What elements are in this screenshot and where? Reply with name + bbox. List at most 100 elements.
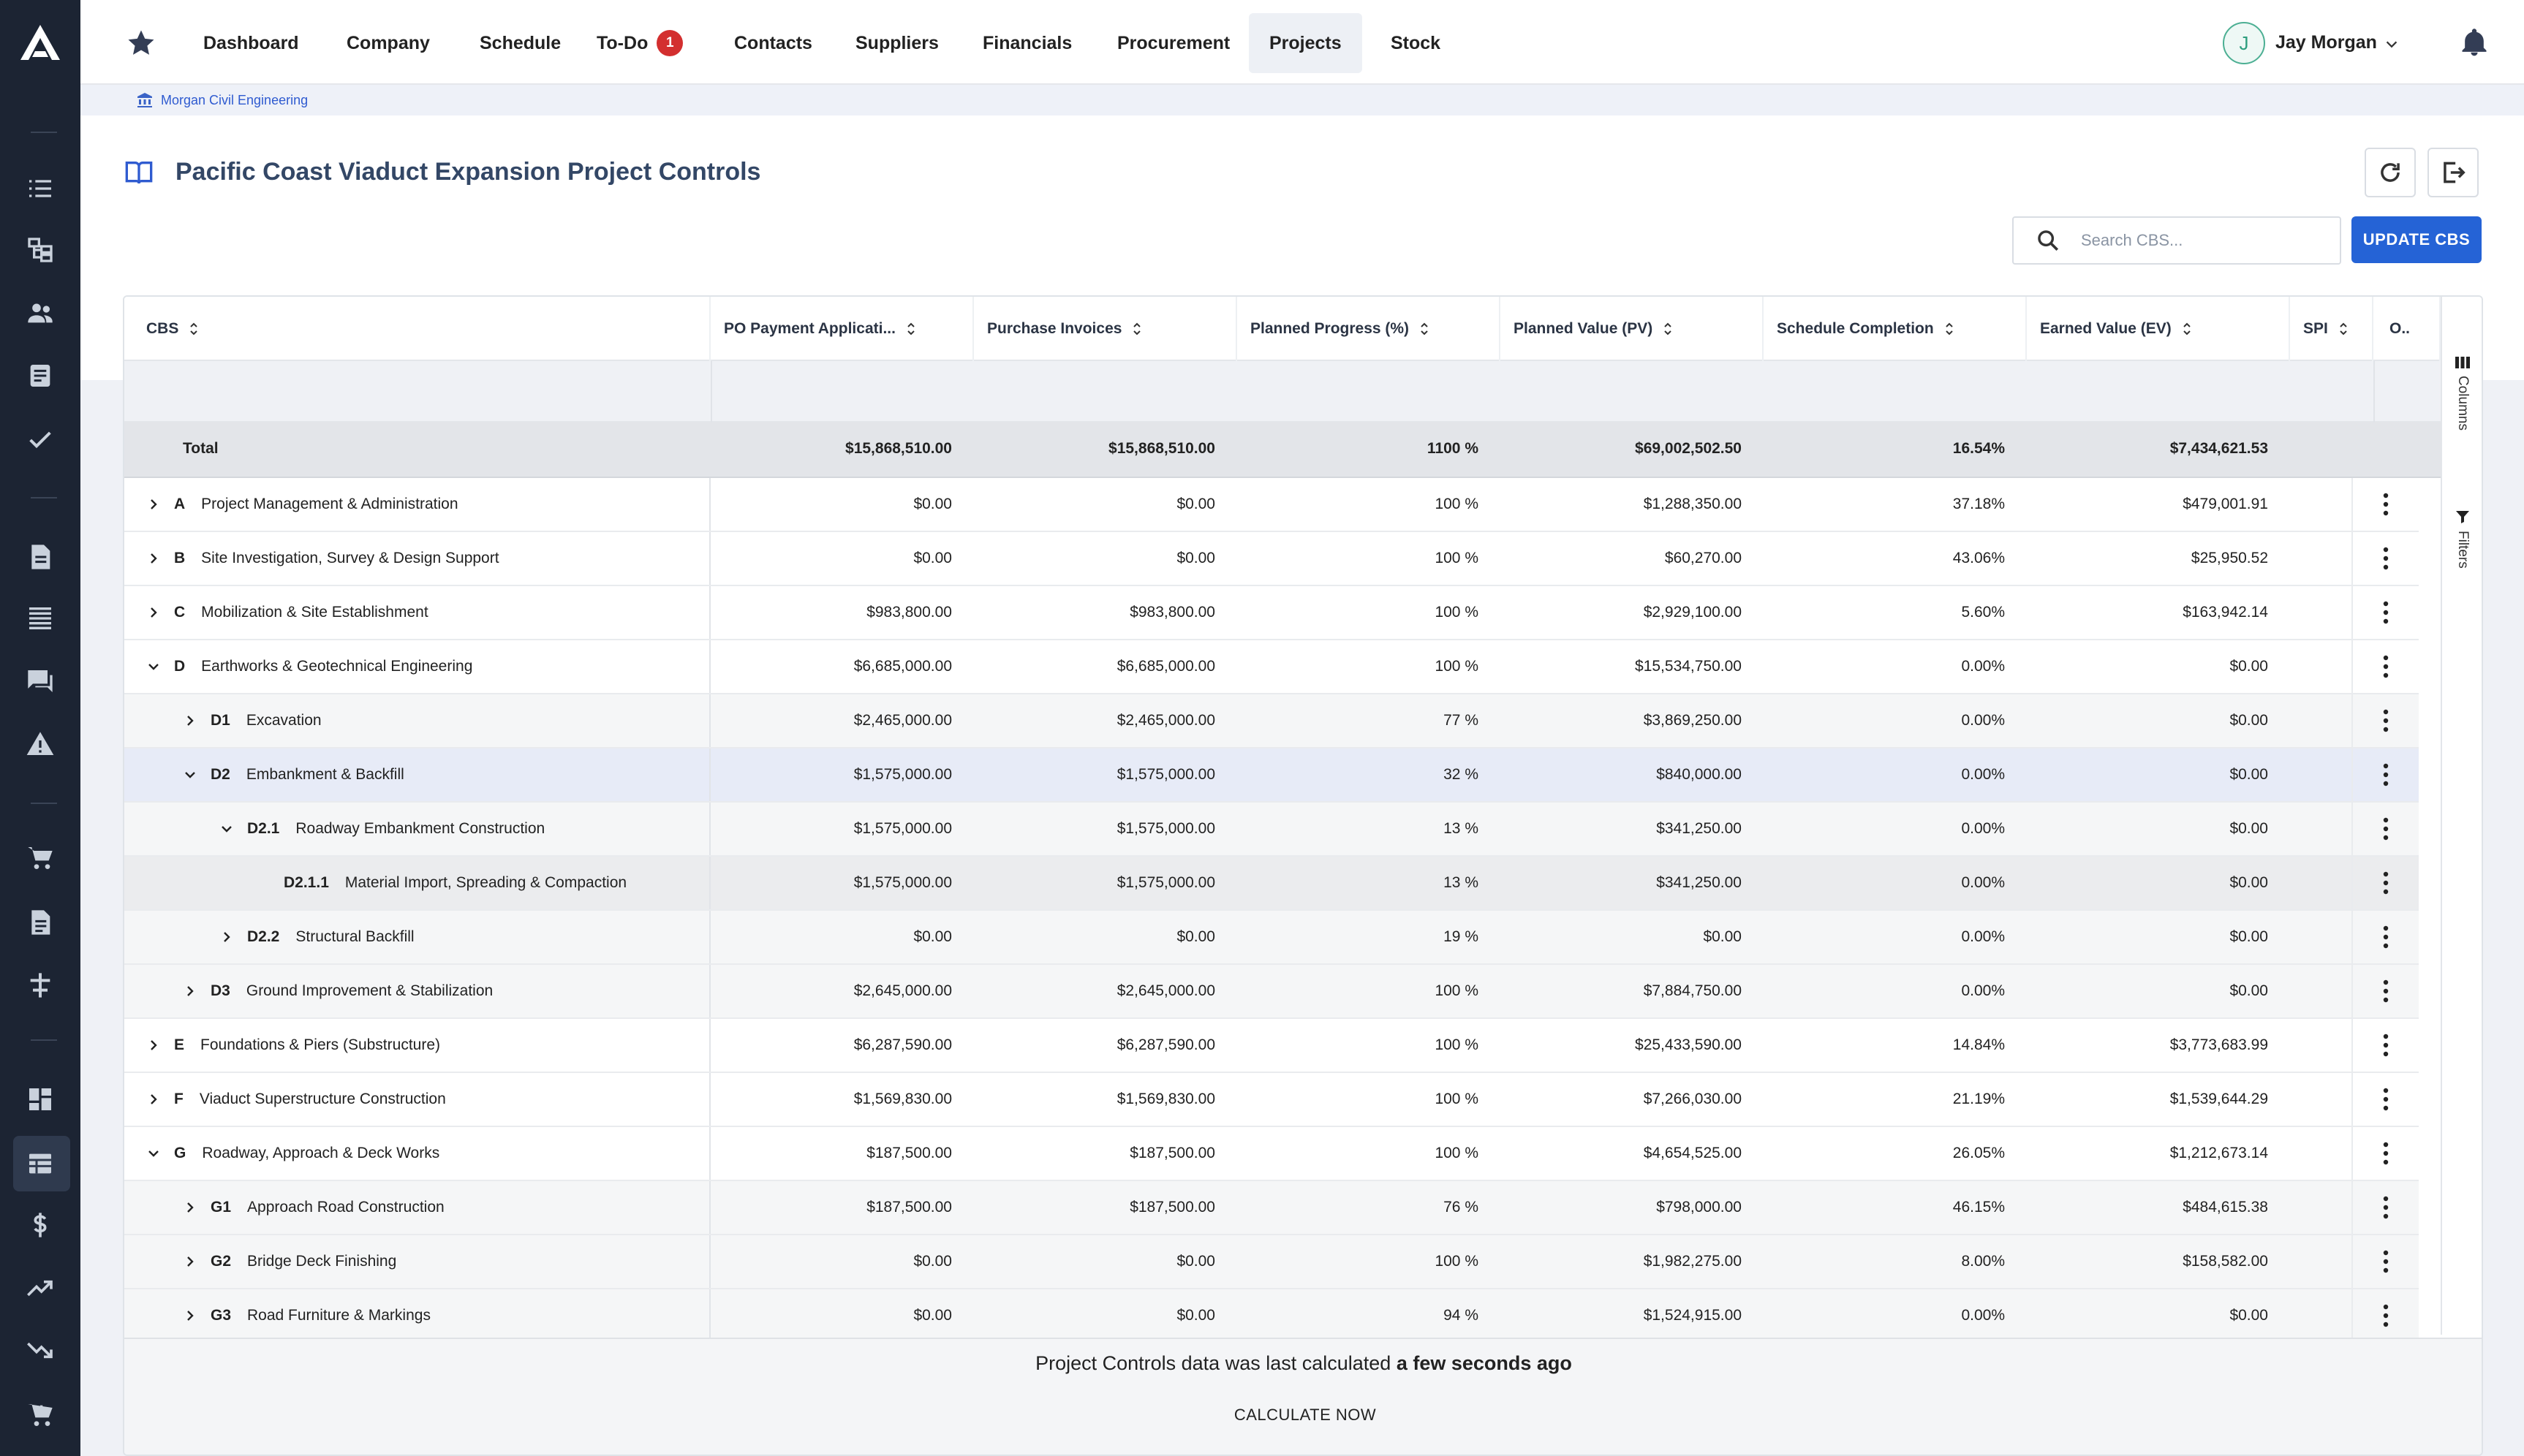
filters-tab[interactable]: Filters — [2448, 509, 2477, 569]
cbs-row-a[interactable]: A Project Management & Administration $0.0… — [124, 478, 2419, 532]
row-actions-button[interactable] — [2351, 1019, 2419, 1072]
trending-down-icon[interactable] — [0, 1322, 80, 1380]
check-icon[interactable] — [0, 411, 80, 469]
cbs-row-g2[interactable]: G2 Bridge Deck Finishing $0.00 $0.00 100 % $1… — [124, 1235, 2419, 1289]
sort-icon[interactable] — [1944, 321, 1954, 337]
cart-icon[interactable] — [0, 829, 80, 887]
cbs-row-d1[interactable]: D1 Excavation $2,465,000.00 $2,465,000.00 77… — [124, 694, 2419, 748]
nav-item-schedule[interactable]: Schedule — [459, 13, 581, 73]
chevron-right-icon[interactable] — [146, 497, 161, 512]
sort-icon[interactable] — [1132, 321, 1142, 337]
dashboard-icon[interactable] — [0, 1070, 80, 1129]
sort-icon[interactable] — [1419, 321, 1429, 337]
user-name[interactable]: Jay Morgan — [2275, 32, 2377, 53]
refresh-button[interactable] — [2365, 148, 2416, 197]
chevron-right-icon[interactable] — [183, 713, 197, 728]
chevron-right-icon[interactable] — [146, 1092, 161, 1107]
column-header-0[interactable]: CBS — [124, 297, 711, 361]
row-actions-button[interactable] — [2351, 640, 2419, 693]
warning-icon[interactable] — [0, 715, 80, 773]
cbs-row-c[interactable]: C Mobilization & Site Establishment $983,8… — [124, 586, 2419, 640]
app-logo[interactable] — [0, 0, 80, 85]
breadcrumb-company[interactable]: Morgan Civil Engineering — [161, 92, 309, 107]
chevron-down-icon[interactable] — [146, 1146, 161, 1161]
favorite-star-icon[interactable] — [126, 28, 156, 58]
chevron-down-icon[interactable] — [219, 822, 234, 836]
cbs-row-d[interactable]: D Earthworks & Geotechnical Engineering $6… — [124, 640, 2419, 694]
cbs-row-g1[interactable]: G1 Approach Road Construction $187,500.00 $… — [124, 1181, 2419, 1235]
sort-icon[interactable] — [189, 321, 199, 337]
hierarchy-icon[interactable] — [0, 221, 80, 279]
user-avatar[interactable]: J — [2223, 22, 2265, 64]
column-header-4[interactable]: Planned Value (PV) — [1500, 297, 1764, 361]
row-actions-button[interactable] — [2351, 694, 2419, 747]
nav-item-stock[interactable]: Stock — [1370, 13, 1461, 73]
row-actions-button[interactable] — [2351, 1127, 2419, 1180]
chevron-down-icon[interactable] — [2384, 37, 2400, 53]
cbs-row-f[interactable]: F Viaduct Superstructure Construction $1,5… — [124, 1073, 2419, 1127]
update-cbs-button[interactable]: UPDATE CBS — [2351, 216, 2482, 263]
chevron-right-icon[interactable] — [146, 551, 161, 566]
cbs-row-d3[interactable]: D3 Ground Improvement & Stabilization $2,6… — [124, 965, 2419, 1019]
row-actions-button[interactable] — [2351, 857, 2419, 909]
chevron-right-icon[interactable] — [183, 1200, 197, 1215]
nav-item-dashboard[interactable]: Dashboard — [183, 13, 320, 73]
row-actions-button[interactable] — [2351, 478, 2419, 531]
notification-bell-icon[interactable] — [2458, 26, 2490, 58]
trending-up-icon[interactable] — [0, 1259, 80, 1317]
row-actions-button[interactable] — [2351, 1289, 2419, 1342]
cbs-row-b[interactable]: B Site Investigation, Survey & Design Sup… — [124, 532, 2419, 586]
sort-icon[interactable] — [2182, 321, 2192, 337]
sort-icon[interactable] — [2338, 321, 2349, 337]
sort-icon[interactable] — [1663, 321, 1673, 337]
column-header-5[interactable]: Schedule Completion — [1764, 297, 2027, 361]
lines-icon[interactable] — [0, 589, 80, 648]
row-actions-button[interactable] — [2351, 586, 2419, 639]
scale-icon[interactable] — [0, 956, 80, 1015]
table-icon[interactable] — [0, 1134, 80, 1193]
row-actions-button[interactable] — [2351, 803, 2419, 855]
row-actions-button[interactable] — [2351, 1073, 2419, 1126]
sort-icon[interactable] — [906, 321, 916, 337]
cbs-row-d2[interactable]: D2 Embankment & Backfill $1,575,000.00 $1,5… — [124, 748, 2419, 803]
cbs-row-d2-1-1[interactable]: D2.1.1 Material Import, Spreading & Compa… — [124, 857, 2419, 911]
document-icon[interactable] — [0, 346, 80, 405]
nav-item-financials[interactable]: Financials — [962, 13, 1092, 73]
chevron-right-icon[interactable] — [183, 1308, 197, 1323]
column-header-1[interactable]: PO Payment Applicati... — [711, 297, 974, 361]
dollar-icon[interactable] — [0, 1196, 80, 1254]
list-icon[interactable] — [0, 159, 80, 218]
nav-item-projects[interactable]: Projects — [1249, 13, 1362, 73]
export-button[interactable] — [2427, 148, 2479, 197]
cbs-row-g[interactable]: G Roadway, Approach & Deck Works $187,500.… — [124, 1127, 2419, 1181]
column-header-8[interactable]: O.. — [2373, 297, 2441, 361]
nav-item-contacts[interactable]: Contacts — [714, 13, 833, 73]
chevron-right-icon[interactable] — [183, 1254, 197, 1269]
cbs-row-g3[interactable]: G3 Road Furniture & Markings $0.00 $0.00 94 … — [124, 1289, 2419, 1343]
row-actions-button[interactable] — [2351, 965, 2419, 1017]
row-actions-button[interactable] — [2351, 1181, 2419, 1234]
file-icon[interactable] — [0, 528, 80, 586]
invoice-icon[interactable] — [0, 893, 80, 952]
row-actions-button[interactable] — [2351, 1235, 2419, 1288]
calculate-now-button[interactable]: CALCULATE NOW — [1233, 1406, 1377, 1424]
chat-icon[interactable] — [0, 652, 80, 710]
cbs-row-e[interactable]: E Foundations & Piers (Substructure) $6,28… — [124, 1019, 2419, 1073]
nav-item-company[interactable]: Company — [326, 13, 450, 73]
nav-item-procurement[interactable]: Procurement — [1097, 13, 1250, 73]
chevron-right-icon[interactable] — [183, 984, 197, 998]
cbs-row-d2-1[interactable]: D2.1 Roadway Embankment Construction $1,57… — [124, 803, 2419, 857]
column-header-3[interactable]: Planned Progress (%) — [1237, 297, 1500, 361]
cbs-row-d2-2[interactable]: D2.2 Structural Backfill $0.00 $0.00 19 % $0.… — [124, 911, 2419, 965]
chevron-right-icon[interactable] — [146, 1038, 161, 1053]
people-icon[interactable] — [0, 284, 80, 342]
search-input[interactable] — [2081, 231, 2300, 250]
row-actions-button[interactable] — [2351, 748, 2419, 801]
row-actions-button[interactable] — [2351, 532, 2419, 585]
cart-plus-icon[interactable] — [0, 1386, 80, 1444]
chevron-down-icon[interactable] — [146, 659, 161, 674]
chevron-right-icon[interactable] — [146, 605, 161, 620]
chevron-down-icon[interactable] — [183, 767, 197, 782]
row-actions-button[interactable] — [2351, 911, 2419, 963]
column-header-6[interactable]: Earned Value (EV) — [2027, 297, 2290, 361]
